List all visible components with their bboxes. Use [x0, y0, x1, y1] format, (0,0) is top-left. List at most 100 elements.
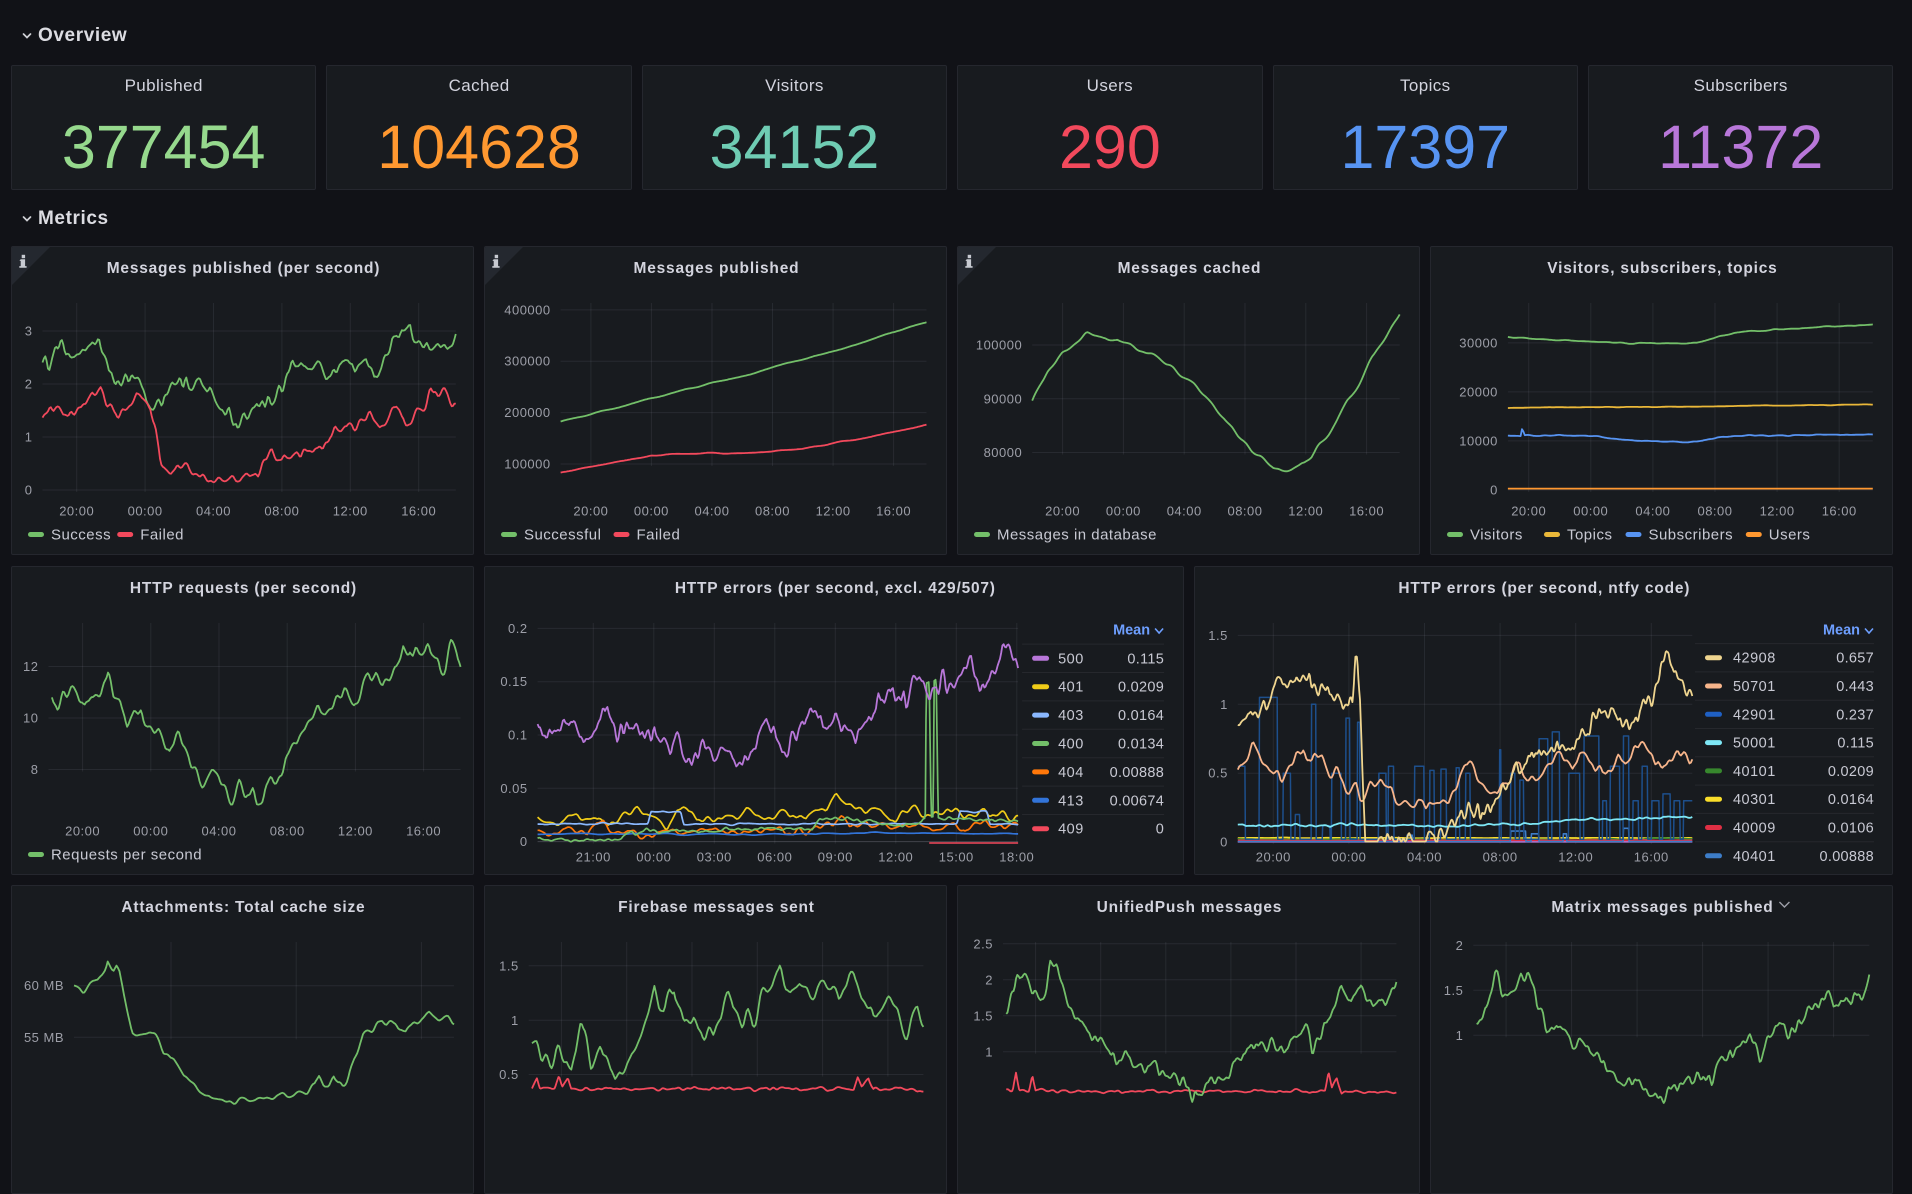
svg-text:12:00: 12:00 [878, 849, 913, 864]
svg-text:0.0106: 0.0106 [1828, 820, 1874, 836]
svg-text:1: 1 [25, 429, 33, 444]
svg-text:Failed: Failed [140, 526, 184, 543]
svg-text:00:00: 00:00 [1106, 503, 1141, 518]
svg-text:0.115: 0.115 [1837, 736, 1874, 752]
svg-text:55 MB: 55 MB [24, 1030, 64, 1045]
svg-text:20:00: 20:00 [1045, 503, 1080, 518]
svg-text:00:00: 00:00 [1331, 849, 1366, 864]
svg-text:20000: 20000 [1459, 384, 1498, 399]
svg-text:Success: Success [51, 526, 111, 543]
svg-text:0.00674: 0.00674 [1110, 793, 1164, 809]
svg-text:Mean: Mean [1823, 623, 1860, 639]
svg-text:0: 0 [1156, 822, 1164, 838]
svg-text:Requests per second: Requests per second [51, 846, 202, 863]
svg-text:0.237: 0.237 [1836, 707, 1874, 723]
svg-text:06:00: 06:00 [757, 849, 792, 864]
svg-text:0.0164: 0.0164 [1828, 792, 1874, 808]
svg-text:403: 403 [1058, 708, 1084, 724]
svg-text:12:00: 12:00 [815, 503, 850, 518]
svg-text:50701: 50701 [1733, 679, 1776, 695]
svg-text:0.05: 0.05 [500, 781, 527, 796]
svg-text:60 MB: 60 MB [24, 978, 64, 993]
svg-text:0.1: 0.1 [508, 727, 528, 742]
svg-text:90000: 90000 [983, 391, 1022, 406]
svg-text:09:00: 09:00 [818, 849, 853, 864]
svg-text:08:00: 08:00 [264, 503, 299, 518]
svg-text:12:00: 12:00 [338, 823, 373, 838]
svg-text:21:00: 21:00 [576, 849, 611, 864]
svg-text:08:00: 08:00 [755, 503, 790, 518]
svg-text:Visitors: Visitors [1470, 526, 1523, 543]
svg-text:08:00: 08:00 [1697, 503, 1732, 518]
svg-text:0.2: 0.2 [508, 621, 528, 636]
svg-text:50001: 50001 [1733, 736, 1776, 752]
svg-text:0.5: 0.5 [1208, 766, 1228, 781]
svg-text:500: 500 [1058, 651, 1084, 667]
svg-text:42908: 42908 [1733, 651, 1776, 667]
svg-text:2.5: 2.5 [973, 936, 993, 951]
svg-text:0.443: 0.443 [1836, 679, 1874, 695]
svg-text:00:00: 00:00 [133, 823, 168, 838]
svg-text:40401: 40401 [1733, 849, 1776, 865]
svg-text:1: 1 [511, 1013, 519, 1028]
svg-text:Failed: Failed [636, 526, 680, 543]
svg-text:12:00: 12:00 [333, 503, 368, 518]
svg-text:HTTP errors (per second, excl.: HTTP errors (per second, excl. 429/507) [675, 580, 996, 597]
svg-text:20:00: 20:00 [1511, 503, 1546, 518]
svg-text:0.15: 0.15 [500, 674, 527, 689]
svg-text:00:00: 00:00 [634, 503, 669, 518]
svg-text:2: 2 [25, 377, 33, 392]
svg-text:04:00: 04:00 [196, 503, 231, 518]
svg-text:12: 12 [23, 659, 38, 674]
svg-text:0: 0 [25, 482, 33, 497]
svg-text:Messages published: Messages published [633, 260, 799, 277]
svg-text:00:00: 00:00 [636, 849, 671, 864]
svg-text:20:00: 20:00 [1256, 849, 1291, 864]
svg-text:20:00: 20:00 [65, 823, 100, 838]
svg-text:0: 0 [1490, 482, 1498, 497]
svg-text:40101: 40101 [1733, 764, 1776, 780]
svg-text:409: 409 [1058, 822, 1084, 838]
svg-text:1.5: 1.5 [1443, 983, 1463, 998]
svg-text:12:00: 12:00 [1759, 503, 1794, 518]
svg-text:12:00: 12:00 [1558, 849, 1593, 864]
svg-text:08:00: 08:00 [1227, 503, 1262, 518]
svg-text:Mean: Mean [1113, 623, 1150, 639]
svg-text:400: 400 [1058, 736, 1084, 752]
svg-text:1.5: 1.5 [973, 1008, 993, 1023]
svg-text:0.5: 0.5 [499, 1067, 519, 1082]
svg-text:40301: 40301 [1733, 792, 1776, 808]
svg-text:16:00: 16:00 [401, 503, 436, 518]
svg-text:03:00: 03:00 [697, 849, 732, 864]
svg-text:HTTP requests (per second): HTTP requests (per second) [130, 580, 357, 597]
svg-text:16:00: 16:00 [1349, 503, 1384, 518]
svg-text:1: 1 [1220, 697, 1228, 712]
svg-text:80000: 80000 [983, 445, 1022, 460]
svg-text:Firebase messages sent: Firebase messages sent [618, 899, 815, 916]
svg-text:400000: 400000 [504, 302, 550, 317]
svg-text:0: 0 [1220, 835, 1228, 850]
svg-text:00:00: 00:00 [128, 503, 163, 518]
svg-text:3: 3 [25, 324, 33, 339]
svg-text:300000: 300000 [504, 354, 550, 369]
svg-text:10: 10 [23, 711, 38, 726]
svg-text:1: 1 [1455, 1028, 1463, 1043]
svg-text:10000: 10000 [1459, 433, 1498, 448]
svg-text:0.0164: 0.0164 [1118, 708, 1164, 724]
svg-text:Visitors, subscribers, topics: Visitors, subscribers, topics [1547, 260, 1777, 277]
svg-text:1.5: 1.5 [1208, 628, 1228, 643]
svg-text:18:00: 18:00 [999, 849, 1034, 864]
svg-text:HTTP errors (per second, ntfy: HTTP errors (per second, ntfy code) [1398, 580, 1690, 597]
svg-text:04:00: 04:00 [694, 503, 729, 518]
svg-text:8: 8 [31, 762, 39, 777]
svg-text:30000: 30000 [1459, 335, 1498, 350]
svg-text:20:00: 20:00 [573, 503, 608, 518]
svg-text:Topics: Topics [1567, 526, 1612, 543]
svg-text:16:00: 16:00 [1634, 849, 1669, 864]
svg-text:04:00: 04:00 [1635, 503, 1670, 518]
svg-text:0.0209: 0.0209 [1118, 680, 1164, 696]
svg-text:12:00: 12:00 [1288, 503, 1323, 518]
svg-text:0.115: 0.115 [1127, 651, 1164, 667]
svg-text:200000: 200000 [504, 405, 550, 420]
svg-text:Users: Users [1768, 526, 1810, 543]
